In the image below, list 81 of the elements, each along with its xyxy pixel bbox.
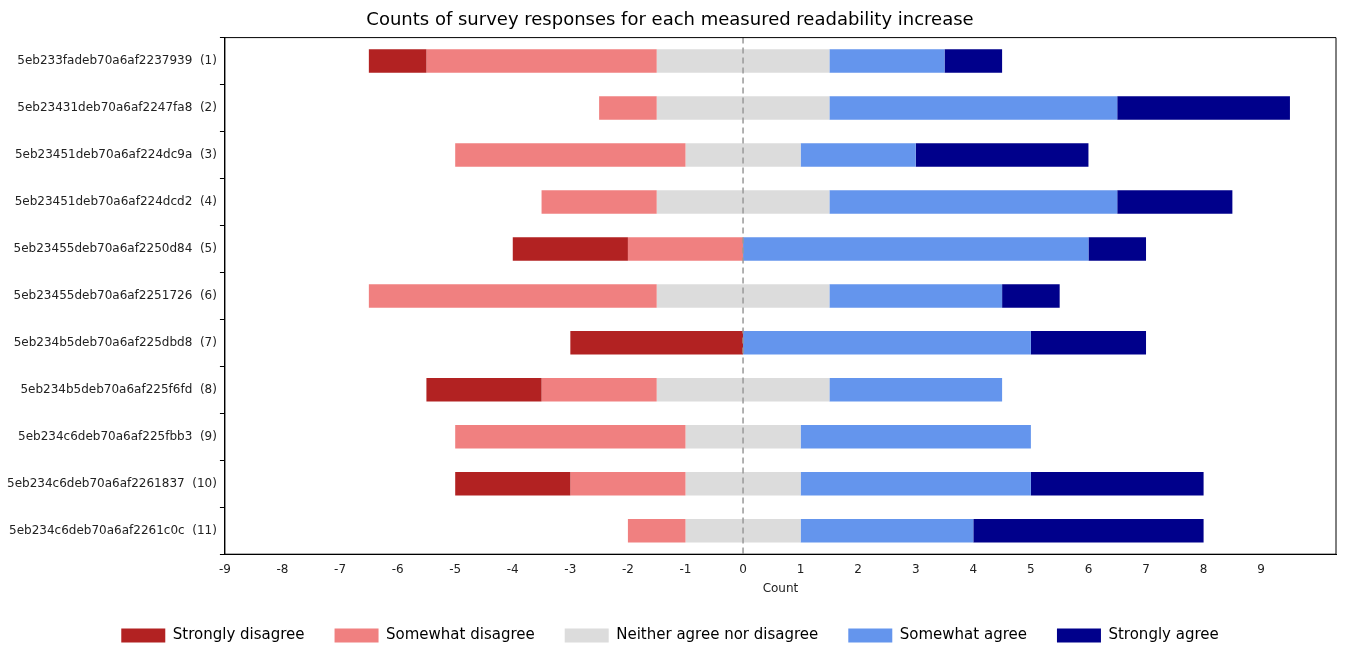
x-tick-label: 7 xyxy=(1142,561,1150,576)
y-tick-label: 5eb23451deb70a6af224dcd2 (4) xyxy=(14,194,217,209)
bar xyxy=(541,190,657,214)
bar xyxy=(685,143,801,167)
x-tick-label: 9 xyxy=(1257,561,1265,576)
bar xyxy=(800,472,1031,496)
y-tick-label: 5eb23455deb70a6af2250d84 (5) xyxy=(13,241,217,256)
bar xyxy=(685,472,801,496)
bar xyxy=(541,378,657,402)
bar xyxy=(743,237,1089,261)
bar xyxy=(800,425,1031,449)
y-tick-label: 5eb234c6deb70a6af2261837 (10) xyxy=(6,475,217,490)
bar xyxy=(1030,472,1204,496)
bar xyxy=(656,49,830,73)
x-tick-label: -4 xyxy=(506,561,519,576)
x-tick-label: 4 xyxy=(969,561,978,576)
bar xyxy=(570,331,744,355)
legend-label: Somewhat disagree xyxy=(386,625,535,644)
bar xyxy=(1030,331,1147,355)
y-tick-label: 5eb23455deb70a6af2251726 (6) xyxy=(13,288,217,303)
bar xyxy=(656,284,830,308)
bar xyxy=(1117,96,1290,120)
bar xyxy=(455,143,686,167)
bar xyxy=(512,237,628,261)
bar xyxy=(829,284,1003,308)
bar xyxy=(599,96,657,120)
bar xyxy=(426,49,657,73)
x-tick-label: 0 xyxy=(739,561,747,576)
x-tick-label: 5 xyxy=(1027,561,1035,576)
bar xyxy=(426,378,542,402)
chart-title: Counts of survey responses for each measured readability increase xyxy=(366,8,974,30)
x-tick-label: -2 xyxy=(621,561,634,576)
legend-label: Strongly disagree xyxy=(172,625,305,644)
bar xyxy=(368,49,427,73)
x-tick-label: -6 xyxy=(391,561,404,576)
y-tick-label: 5eb233fadeb70a6af2237939 (1) xyxy=(17,53,217,68)
x-tick-label: -8 xyxy=(276,561,289,576)
bar xyxy=(656,96,830,120)
bar xyxy=(829,378,1003,402)
x-tick-label: -9 xyxy=(218,561,231,576)
bar xyxy=(800,518,974,543)
x-tick-label: -5 xyxy=(449,561,462,576)
bar xyxy=(656,190,830,214)
bar xyxy=(455,425,686,449)
legend-label: Strongly agree xyxy=(1108,625,1219,644)
y-tick-label: 5eb23451deb70a6af224dc9a (3) xyxy=(14,147,217,162)
x-tick-label: 6 xyxy=(1084,561,1093,576)
bar xyxy=(829,96,1118,120)
y-tick-label: 5eb234c6deb70a6af225fbb3 (9) xyxy=(18,428,217,443)
x-tick-label: -3 xyxy=(564,561,577,576)
x-tick-label: 8 xyxy=(1199,561,1208,576)
bar xyxy=(944,49,1003,73)
x-tick-label: -7 xyxy=(334,561,347,576)
bar xyxy=(685,425,801,449)
legend-label: Somewhat agree xyxy=(899,625,1027,644)
legend-label: Neither agree nor disagree xyxy=(616,625,819,644)
y-tick-label: 5eb234b5deb70a6af225dbd8 (7) xyxy=(13,334,217,349)
bar xyxy=(1088,237,1147,261)
bar xyxy=(656,378,830,402)
bar xyxy=(570,472,686,496)
y-tick-label: 5eb23431deb70a6af2247fa8 (2) xyxy=(17,100,217,115)
x-tick-label: 1 xyxy=(796,561,805,576)
bar xyxy=(368,284,657,308)
x-tick-label: 3 xyxy=(911,561,920,576)
bar xyxy=(627,237,744,261)
bar xyxy=(1002,284,1060,308)
x-tick-label: -1 xyxy=(679,561,692,576)
bar xyxy=(685,518,801,543)
bar xyxy=(455,472,571,496)
bar xyxy=(743,331,1031,355)
bar xyxy=(829,190,1118,214)
bar xyxy=(627,518,686,543)
bar xyxy=(973,518,1204,543)
bar xyxy=(829,49,945,73)
x-axis-title: Count xyxy=(762,580,799,595)
bar xyxy=(1117,190,1233,214)
bar xyxy=(800,143,916,167)
y-tick-label: 5eb234c6deb70a6af2261c0c (11) xyxy=(9,522,217,537)
y-tick-label: 5eb234b5deb70a6af225f6fd (8) xyxy=(20,381,217,396)
bar xyxy=(915,143,1089,167)
x-tick-label: 2 xyxy=(854,561,862,576)
